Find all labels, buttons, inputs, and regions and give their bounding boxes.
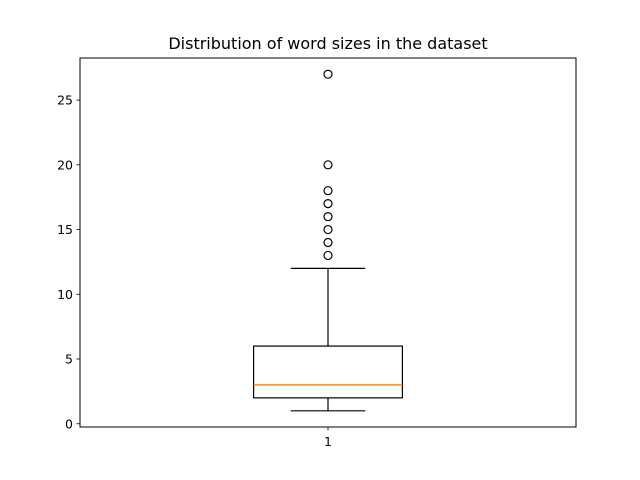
outlier-point (323, 212, 333, 222)
outlier-point (323, 237, 333, 248)
y-tick-label: 20 (57, 157, 73, 172)
iqr-box (253, 345, 404, 399)
y-tick-label: 25 (57, 93, 73, 108)
outlier-point (323, 199, 333, 209)
y-axis: 0 5 10 15 20 25 (57, 93, 80, 431)
y-tick-label: 10 (57, 287, 73, 302)
outlier-point (323, 69, 333, 79)
plot-frame (79, 57, 577, 428)
x-tick-label: 1 (324, 434, 332, 449)
plot-area (253, 69, 404, 412)
y-tick-label: 15 (57, 222, 73, 237)
outlier-point (323, 160, 333, 170)
chart-title: Distribution of word sizes in the datase… (168, 34, 487, 53)
outlier-point (323, 224, 333, 235)
x-axis: 1 (324, 427, 332, 449)
y-tick-label: 5 (65, 352, 73, 367)
outlier-point (323, 186, 333, 196)
outlier-point (323, 250, 333, 261)
y-tick-label: 0 (65, 416, 73, 431)
